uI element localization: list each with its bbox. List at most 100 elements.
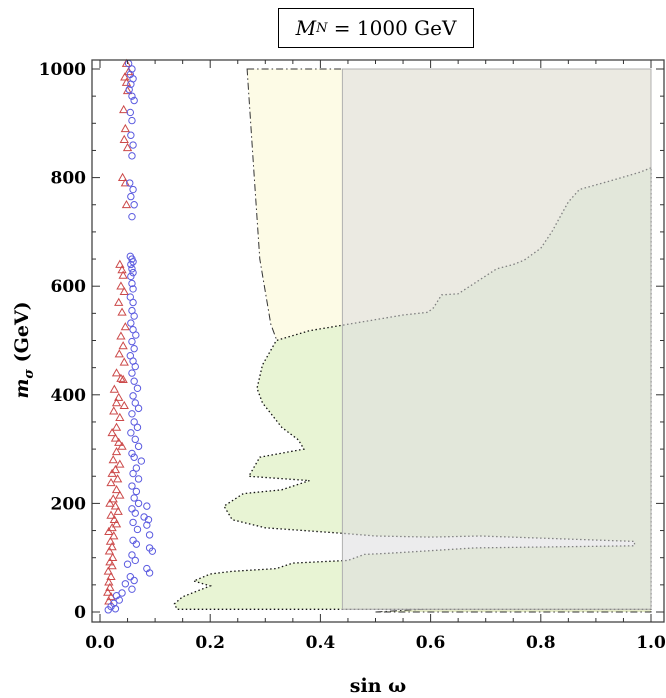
triangle-marker [120, 72, 130, 81]
triangle-marker [111, 422, 122, 431]
triangle-marker [117, 441, 127, 450]
triangle-marker [105, 498, 115, 507]
triangle-marker [118, 374, 128, 383]
triangle-marker [111, 447, 122, 456]
circle-marker [130, 312, 138, 320]
circle-marker [127, 80, 135, 88]
title-rest: = 1000 GeV [327, 16, 457, 40]
triangle-marker [107, 523, 117, 532]
x-tick-label: 0.4 [306, 633, 336, 653]
triangle-marker [111, 398, 122, 407]
triangle-marker [117, 307, 127, 316]
circle-marker [128, 585, 136, 593]
data-markers [103, 58, 157, 614]
triangle-marker [110, 433, 121, 442]
circle-marker [129, 518, 137, 527]
circle-marker [129, 185, 137, 194]
circle-marker [127, 192, 135, 201]
circle-marker [128, 505, 136, 513]
circle-marker [126, 108, 135, 117]
circle-marker [130, 201, 138, 209]
triangle-marker [119, 134, 129, 143]
triangle-marker [111, 519, 122, 528]
triangle-marker [106, 477, 116, 487]
circle-marker [128, 279, 136, 288]
circle-marker [129, 268, 137, 277]
circle-marker [127, 272, 135, 281]
circle-marker [115, 596, 123, 604]
circle-marker [111, 605, 120, 613]
circle-marker [127, 131, 135, 139]
triangle-marker [107, 542, 117, 551]
triangle-marker [118, 341, 128, 350]
triangle-marker [109, 384, 119, 393]
triangle-marker [105, 582, 115, 591]
circle-marker [126, 573, 135, 581]
triangle-marker [114, 297, 124, 306]
x-tick-label: 0.8 [526, 633, 556, 653]
triangle-marker [105, 536, 116, 545]
triangle-marker [114, 437, 124, 446]
circle-marker [126, 179, 134, 187]
circle-marker [131, 399, 139, 407]
triangle-marker [119, 104, 129, 114]
triangle-marker [120, 123, 131, 133]
circle-marker [131, 509, 139, 517]
triangle-marker [107, 468, 117, 477]
triangle-marker [104, 526, 114, 535]
circle-marker [128, 65, 136, 73]
triangle-marker [110, 501, 121, 510]
title-subscript: N [316, 20, 328, 36]
triangle-marker [113, 506, 123, 515]
circle-marker [129, 392, 137, 400]
circle-marker [134, 442, 143, 451]
circle-marker [144, 515, 153, 524]
circle-marker [132, 331, 140, 339]
y-tick-label: 600 [51, 277, 87, 297]
circle-marker [128, 369, 136, 377]
circle-marker [133, 384, 142, 392]
triangle-marker [108, 455, 118, 464]
triangle-marker [103, 587, 113, 596]
circle-marker [128, 265, 136, 273]
circle-marker [127, 429, 135, 437]
circle-marker [127, 260, 135, 269]
triangle-marker [116, 331, 126, 340]
triangle-marker [117, 172, 128, 181]
triangle-marker [110, 464, 121, 474]
circle-marker [128, 116, 136, 125]
circle-marker [145, 569, 154, 577]
y-tick-label: 400 [51, 386, 87, 406]
circle-marker [128, 410, 136, 418]
circle-marker [128, 337, 136, 346]
x-tick-label: 0.6 [416, 633, 446, 653]
circle-marker [130, 453, 138, 461]
triangle-marker [107, 428, 117, 437]
circle-marker [131, 556, 139, 565]
circle-marker [104, 606, 112, 614]
triangle-marker [119, 400, 129, 410]
circle-marker [128, 152, 136, 160]
circle-marker [134, 404, 143, 413]
circle-marker [132, 540, 141, 548]
y-tick-label: 800 [51, 169, 87, 189]
circle-marker [130, 344, 138, 353]
circle-marker [133, 423, 142, 432]
triangle-marker [111, 368, 122, 377]
y-tick-label: 200 [51, 494, 87, 514]
triangle-marker [116, 373, 126, 382]
x-tick-label: 0.0 [85, 633, 115, 653]
triangle-marker [120, 322, 131, 331]
x-tick-label: 0.2 [195, 633, 225, 653]
circle-marker [123, 560, 132, 568]
triangle-marker [103, 566, 113, 575]
triangle-marker [105, 557, 115, 566]
circle-marker [128, 482, 136, 490]
triangle-marker [114, 349, 124, 358]
triangle-marker [119, 286, 129, 295]
circle-marker [128, 449, 136, 458]
circle-marker [132, 487, 141, 496]
triangle-marker [108, 494, 118, 503]
circle-marker [133, 525, 142, 534]
